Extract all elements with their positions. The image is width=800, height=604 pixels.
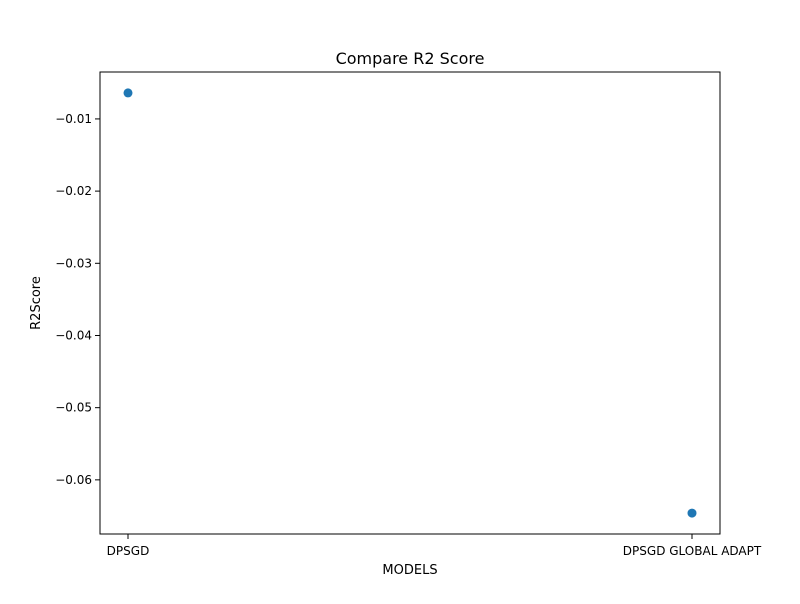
y-axis-ticks: −0.01 −0.02 −0.03 −0.04 −0.05 −0.06 <box>55 112 100 487</box>
y-tick-label: −0.05 <box>55 401 92 415</box>
data-points <box>123 88 697 518</box>
y-tick-label: −0.02 <box>55 184 92 198</box>
x-axis-label: MODELS <box>382 563 437 578</box>
x-tick-label: DPSGD <box>107 544 150 558</box>
data-point <box>687 508 697 518</box>
y-axis-label: R2Score <box>29 276 44 330</box>
y-tick-label: −0.03 <box>55 256 92 270</box>
x-tick-label: DPSGD GLOBAL ADAPT <box>623 544 762 558</box>
y-tick-label: −0.04 <box>55 328 92 342</box>
x-axis-ticks: DPSGD DPSGD GLOBAL ADAPT <box>107 534 762 558</box>
y-tick-label: −0.01 <box>55 112 92 126</box>
chart-title: Compare R2 Score <box>336 49 485 68</box>
plot-area <box>99 71 721 535</box>
y-tick-label: −0.06 <box>55 473 92 487</box>
data-point <box>123 88 133 98</box>
